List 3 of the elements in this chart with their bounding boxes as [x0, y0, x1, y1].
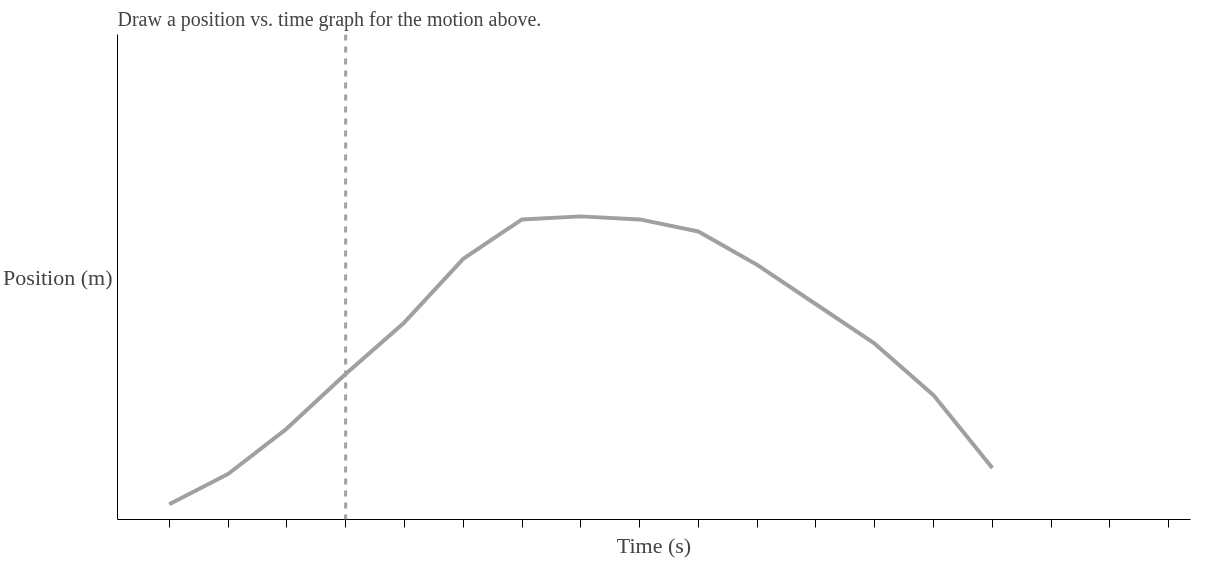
x-axis-title: Time (s): [616, 532, 692, 558]
chart-title: Draw a position vs. time graph for the motion above.: [117, 7, 542, 31]
y-axis-title: Position (m): [3, 264, 113, 290]
